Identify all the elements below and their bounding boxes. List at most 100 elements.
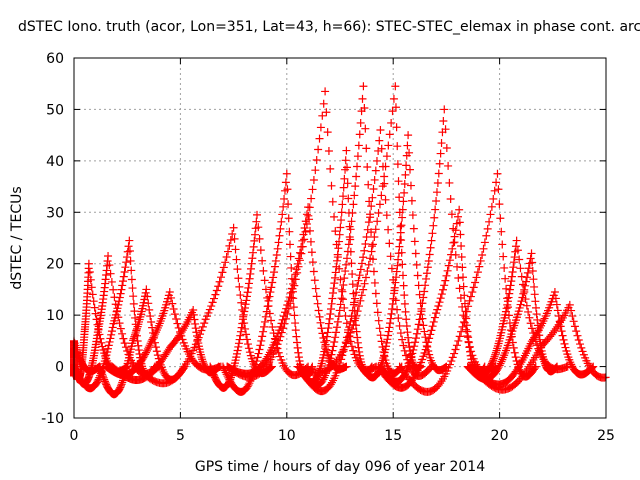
- data-point: [569, 317, 578, 326]
- data-point: [389, 294, 398, 303]
- data-series: [70, 82, 610, 399]
- y-tick-label: -10: [41, 411, 64, 427]
- data-point: [98, 372, 107, 381]
- data-point: [350, 350, 359, 359]
- data-point: [130, 332, 139, 341]
- data-point: [320, 347, 329, 356]
- data-point: [435, 159, 444, 168]
- data-point: [491, 348, 500, 357]
- data-point: [293, 268, 302, 277]
- data-point: [417, 304, 426, 313]
- data-point: [391, 82, 400, 91]
- data-point: [386, 319, 395, 328]
- data-point: [105, 261, 114, 270]
- data-point: [550, 288, 559, 296]
- data-point: [333, 317, 342, 326]
- data-point: [373, 308, 382, 317]
- data-point: [438, 285, 447, 294]
- data-point: [348, 280, 357, 289]
- data-point: [88, 290, 97, 299]
- data-point: [333, 365, 342, 374]
- data-point: [431, 205, 440, 214]
- data-point: [384, 327, 393, 336]
- data-point: [433, 179, 442, 188]
- data-point: [142, 348, 151, 357]
- data-point: [396, 235, 405, 244]
- data-point: [99, 373, 108, 382]
- data-point: [398, 213, 407, 222]
- data-point: [428, 229, 437, 238]
- data-point: [430, 313, 439, 322]
- data-point: [382, 211, 391, 220]
- data-point: [165, 288, 174, 296]
- data-point: [226, 236, 235, 245]
- data-point: [573, 331, 582, 340]
- data-point: [375, 136, 384, 145]
- data-point: [433, 305, 442, 314]
- data-point: [411, 249, 420, 258]
- data-point: [382, 338, 391, 347]
- data-point: [445, 256, 454, 265]
- data-point: [350, 191, 359, 200]
- data-point: [400, 180, 409, 189]
- data-point: [408, 211, 417, 220]
- data-point: [400, 188, 409, 197]
- data-point: [368, 193, 377, 202]
- data-point: [254, 223, 263, 232]
- data-point: [352, 172, 361, 181]
- data-point: [342, 254, 351, 263]
- data-point: [387, 118, 396, 127]
- data-point: [243, 382, 252, 391]
- data-point: [302, 210, 311, 219]
- data-point: [153, 351, 162, 360]
- data-point: [364, 260, 373, 269]
- data-point: [440, 281, 449, 290]
- data-point: [558, 331, 567, 340]
- data-point: [387, 309, 396, 318]
- data-point: [293, 338, 302, 347]
- data-point: [275, 352, 284, 361]
- data-point: [242, 292, 251, 301]
- data-point: [316, 318, 325, 327]
- data-point: [427, 236, 436, 245]
- data-point: [409, 345, 418, 354]
- data-point: [342, 146, 351, 155]
- data-point: [420, 348, 429, 357]
- data-point: [371, 289, 380, 298]
- data-point: [399, 341, 408, 350]
- data-point: [333, 250, 342, 259]
- data-point: [577, 343, 586, 352]
- data-point: [333, 256, 342, 265]
- data-point: [283, 185, 292, 194]
- data-point: [274, 336, 283, 345]
- data-point: [441, 276, 450, 285]
- data-point: [356, 296, 365, 305]
- data-point: [284, 214, 293, 223]
- data-point: [324, 319, 333, 328]
- data-point: [526, 254, 535, 263]
- data-point: [278, 210, 287, 219]
- data-point: [408, 349, 417, 358]
- data-point: [250, 236, 259, 245]
- data-point: [117, 285, 126, 294]
- data-point: [392, 267, 401, 276]
- data-point: [286, 252, 295, 261]
- data-point: [412, 334, 420, 343]
- data-point: [255, 345, 264, 354]
- data-point: [372, 370, 381, 379]
- data-point: [262, 362, 271, 371]
- data-point: [276, 332, 285, 341]
- data-point: [391, 278, 400, 287]
- data-point: [97, 368, 106, 377]
- data-point: [489, 356, 498, 365]
- data-point: [120, 339, 129, 348]
- data-point: [239, 310, 248, 319]
- data-point: [521, 368, 530, 377]
- data-point: [115, 293, 124, 302]
- data-point: [578, 347, 587, 356]
- data-point: [337, 216, 346, 225]
- data-point: [432, 197, 441, 206]
- data-point: [480, 238, 489, 247]
- data-point: [436, 149, 445, 158]
- data-point: [376, 126, 385, 134]
